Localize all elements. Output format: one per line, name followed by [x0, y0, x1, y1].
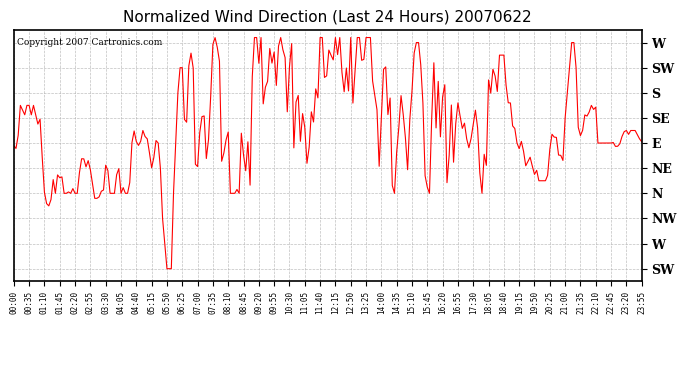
- Title: Normalized Wind Direction (Last 24 Hours) 20070622: Normalized Wind Direction (Last 24 Hours…: [124, 10, 532, 25]
- Text: Copyright 2007 Cartronics.com: Copyright 2007 Cartronics.com: [17, 38, 162, 46]
